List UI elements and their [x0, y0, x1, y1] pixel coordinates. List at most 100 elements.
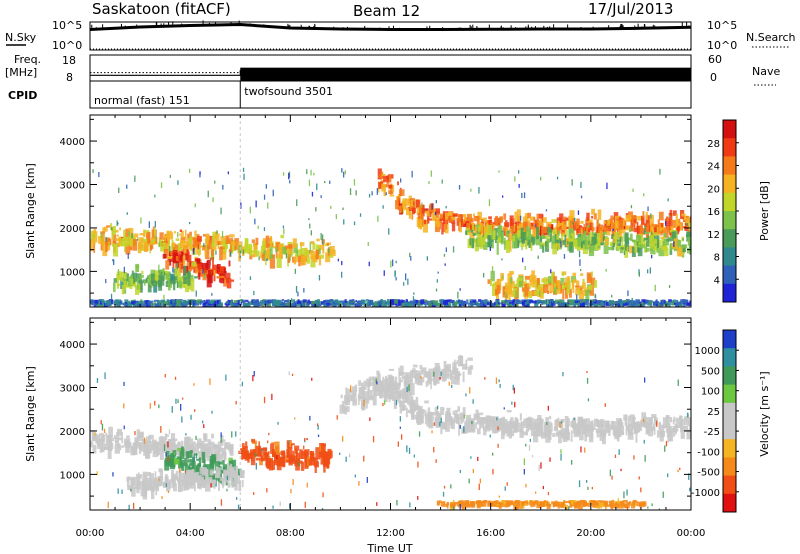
power-cell	[198, 263, 203, 271]
power-cell	[379, 303, 382, 307]
power-cell	[605, 243, 608, 246]
power-cell	[691, 299, 693, 302]
velocity-cell	[667, 426, 670, 432]
velocity-cell	[455, 413, 460, 420]
velocity-cell	[457, 417, 464, 421]
power-cell	[187, 271, 191, 286]
power-cell	[516, 230, 521, 237]
power-speckle	[105, 236, 107, 243]
velocity-cell	[665, 415, 670, 426]
power-cell	[300, 242, 302, 254]
velocity-cell	[639, 502, 644, 505]
time-axis-label: Time UT	[366, 542, 412, 554]
velocity-speckle	[210, 483, 212, 488]
power-cell	[253, 252, 256, 258]
power-cell	[173, 278, 176, 291]
power-cell	[608, 246, 614, 251]
power-cell	[331, 249, 336, 257]
velocity-cell	[217, 465, 220, 469]
velocity-cell	[309, 451, 315, 459]
power-cell	[554, 287, 558, 295]
velocity-cell	[229, 467, 235, 478]
power-speckle	[163, 294, 165, 300]
power-cell	[583, 223, 586, 231]
velocity-cell	[471, 423, 475, 430]
power-cell	[269, 247, 273, 259]
velocity-cell	[605, 424, 611, 432]
velocity-cell	[555, 500, 558, 506]
velocity-speckle	[366, 477, 368, 483]
power-colorbar-tick-label: 28	[707, 139, 720, 150]
velocity-cell	[556, 502, 561, 506]
power-cell	[138, 279, 143, 291]
power-cell	[282, 299, 284, 302]
power-cell	[213, 275, 216, 282]
power-cell	[232, 244, 234, 251]
power-speckle	[282, 172, 285, 176]
velocity-speckle	[677, 379, 679, 386]
power-cell	[493, 282, 497, 286]
velocity-cell	[680, 429, 685, 439]
power-cell	[217, 303, 221, 306]
velocity-cell	[295, 452, 300, 463]
velocity-cell	[629, 432, 634, 440]
velocity-cell	[469, 365, 474, 370]
velocity-cell	[156, 443, 161, 446]
power-cell	[665, 301, 669, 305]
power-speckle	[649, 267, 651, 274]
power-cell	[388, 174, 392, 183]
power-cell	[210, 249, 214, 257]
velocity-cell	[452, 501, 456, 507]
time-axis: 00:00 04:00 08:00 12:00 16:00 20:00 00:00	[76, 528, 706, 539]
velocity-speckle	[225, 374, 227, 381]
velocity-speckle	[470, 456, 472, 459]
power-cell	[503, 237, 506, 250]
velocity-cell	[497, 418, 503, 426]
power-speckle	[318, 275, 321, 281]
power-cell	[447, 299, 452, 303]
velocity-cell	[240, 448, 243, 454]
velocity-speckle	[358, 481, 360, 486]
power-cell	[347, 302, 351, 307]
power-cell	[93, 241, 96, 245]
power-cell	[694, 242, 699, 245]
velocity-cell	[148, 434, 154, 440]
velocity-cell	[308, 459, 313, 466]
velocity-colorbar-label: Velocity [m s⁻¹]	[758, 371, 771, 456]
velocity-cell	[183, 475, 187, 491]
power-cell	[130, 301, 134, 304]
velocity-speckle	[614, 454, 617, 458]
power-cell	[411, 207, 416, 213]
velocity-cell	[479, 420, 482, 429]
power-cell	[387, 175, 390, 182]
power-speckle	[468, 302, 470, 307]
power-cell	[382, 300, 386, 303]
power-speckle	[668, 214, 671, 218]
power-cell	[284, 299, 289, 303]
power-cell	[686, 247, 691, 254]
power-cell	[589, 285, 594, 296]
velocity-speckle	[433, 447, 435, 453]
power-speckle	[329, 180, 331, 184]
velocity-cell	[596, 428, 601, 433]
velocity-cell	[585, 502, 588, 507]
power-cell	[181, 249, 184, 252]
velocity-cell	[595, 502, 598, 505]
power-cell	[276, 299, 279, 304]
velocity-cell	[398, 377, 401, 387]
power-cell	[414, 303, 419, 306]
power-cell	[318, 256, 322, 266]
power-cell	[624, 232, 629, 244]
power-speckle	[117, 269, 120, 276]
velocity-speckle	[182, 397, 184, 400]
velocity-speckle	[309, 415, 311, 421]
velocity-speckle	[413, 454, 415, 458]
velocity-cell	[621, 500, 624, 505]
power-cell	[355, 303, 361, 306]
velocity-speckle	[261, 449, 263, 452]
power-speckle	[116, 220, 118, 227]
power-cell	[685, 299, 689, 304]
power-cell	[658, 211, 664, 221]
power-cell	[357, 300, 363, 304]
